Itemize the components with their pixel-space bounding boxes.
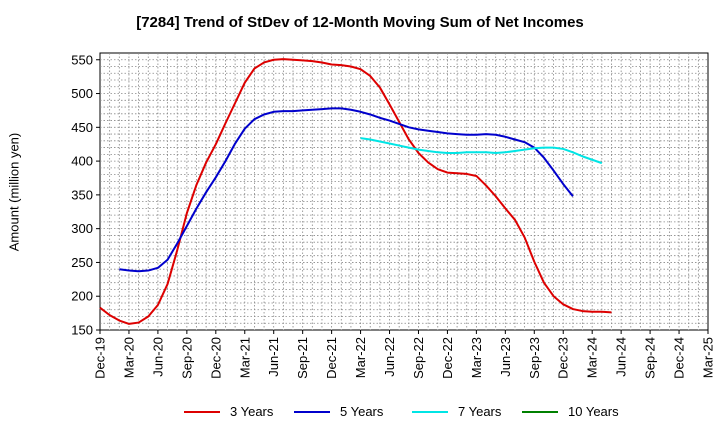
x-tick-label: Jun-23	[498, 337, 513, 377]
x-tick-label: Mar-20	[121, 337, 136, 378]
x-tick-label: Jun-21	[266, 337, 281, 377]
x-tick-label: Dec-19	[93, 337, 108, 379]
x-tick-label: Dec-22	[440, 337, 455, 379]
y-tick-label: 550	[71, 52, 93, 67]
x-tick-label: Mar-21	[237, 337, 252, 378]
y-tick-label: 250	[71, 255, 93, 270]
x-tick-label: Mar-22	[353, 337, 368, 378]
x-tick-label: Sep-21	[295, 337, 310, 379]
legend: 3 Years 5 Years 7 Years 10 Years	[0, 404, 720, 428]
x-tick-label: Jun-20	[150, 337, 165, 377]
legend-label: 5 Years	[340, 404, 384, 419]
x-tick-label: Sep-20	[179, 337, 194, 379]
x-tick-label: Jun-22	[382, 337, 397, 377]
legend-swatch	[294, 410, 330, 413]
legend-item: 7 Years	[412, 404, 501, 419]
x-tick-label: Jun-24	[614, 337, 629, 377]
series-line-3-years	[99, 58, 612, 325]
legend-swatch	[412, 410, 448, 413]
x-tick-label: Mar-24	[585, 337, 600, 378]
legend-item: 10 Years	[522, 404, 619, 419]
y-tick-label: 450	[71, 120, 93, 135]
chart-title: [7284] Trend of StDev of 12-Month Moving…	[136, 14, 584, 31]
x-tick-label: Dec-20	[208, 337, 223, 379]
y-tick-label: 350	[71, 187, 93, 202]
x-tick-label: Mar-23	[469, 337, 484, 378]
legend-label: 3 Years	[230, 404, 274, 419]
legend-label: 7 Years	[458, 404, 502, 419]
y-tick-label: 500	[71, 86, 93, 101]
series-line-7-years	[360, 137, 603, 165]
plot-area	[99, 52, 709, 331]
y-tick-label: 300	[71, 221, 93, 236]
x-tick-label: Sep-22	[411, 337, 426, 379]
x-tick-label: Dec-23	[556, 337, 571, 379]
y-tick-label: 200	[71, 289, 93, 304]
y-tick-label: 150	[71, 323, 93, 338]
x-tick-label: Sep-23	[527, 337, 542, 379]
legend-swatch	[184, 410, 220, 413]
x-tick-label: Dec-21	[324, 337, 339, 379]
y-tick-label: 400	[71, 154, 93, 169]
x-tick-label: Sep-24	[643, 337, 658, 379]
x-tick-label: Mar-25	[701, 337, 716, 378]
legend-item: 3 Years	[184, 404, 273, 419]
series-line-5-years	[119, 107, 574, 273]
legend-label: 10 Years	[568, 404, 619, 419]
x-tick-label: Dec-24	[672, 337, 687, 379]
legend-swatch	[522, 410, 558, 413]
legend-item: 5 Years	[294, 404, 383, 419]
